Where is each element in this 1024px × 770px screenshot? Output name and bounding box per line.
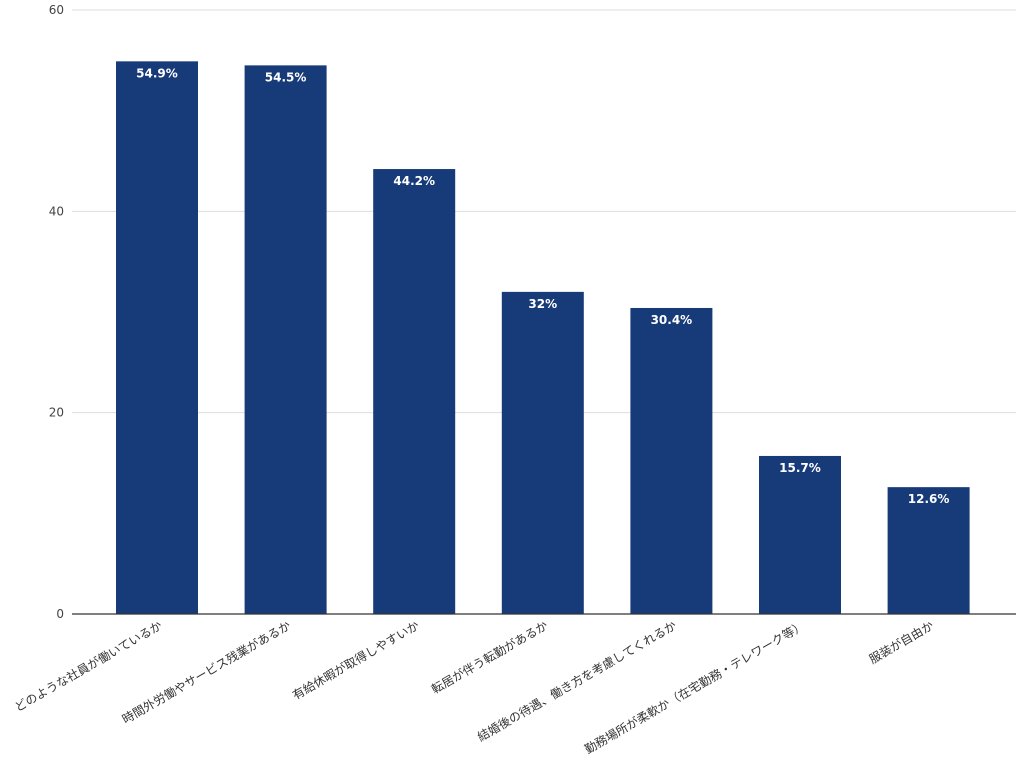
y-axis: 0 20 40 60 xyxy=(49,3,64,621)
bar xyxy=(501,291,584,614)
data-labels: 54.9% 54.5% 44.2% 32% 30.4% 15.7% 12.6% xyxy=(136,66,949,506)
data-label: 44.2% xyxy=(393,174,435,188)
category-label: 有給休暇が取得しやすいか xyxy=(290,618,422,703)
bar xyxy=(244,65,327,614)
category-label: 服装が自由か xyxy=(866,618,936,667)
data-label: 12.6% xyxy=(908,492,950,506)
bar xyxy=(630,307,713,614)
data-label: 32% xyxy=(528,297,557,311)
bar xyxy=(759,455,841,614)
bar xyxy=(887,487,970,614)
data-label: 15.7% xyxy=(779,461,821,475)
category-label: 転居が伴う転勤があるか xyxy=(428,618,550,697)
y-tick-label: 60 xyxy=(49,3,64,17)
y-tick-label: 20 xyxy=(49,406,64,420)
bar xyxy=(116,61,198,614)
data-label: 54.5% xyxy=(265,70,307,84)
bar xyxy=(373,169,456,614)
category-label: 勤務場所が柔軟か（在宅勤務・テレワーク等） xyxy=(582,618,808,757)
y-tick-label: 40 xyxy=(49,204,64,218)
category-label: 結婚後の待遇、働き方を考慮してくれるか xyxy=(475,618,679,745)
x-axis: どのような社員が働いているか時間外労働やサービス残業があるか有給休暇が取得しやす… xyxy=(12,613,1016,757)
data-label: 30.4% xyxy=(651,313,693,327)
bars xyxy=(116,61,970,614)
data-label: 54.9% xyxy=(136,66,178,80)
y-tick-label: 0 xyxy=(56,607,64,621)
category-label: どのような社員が働いているか xyxy=(12,618,165,715)
